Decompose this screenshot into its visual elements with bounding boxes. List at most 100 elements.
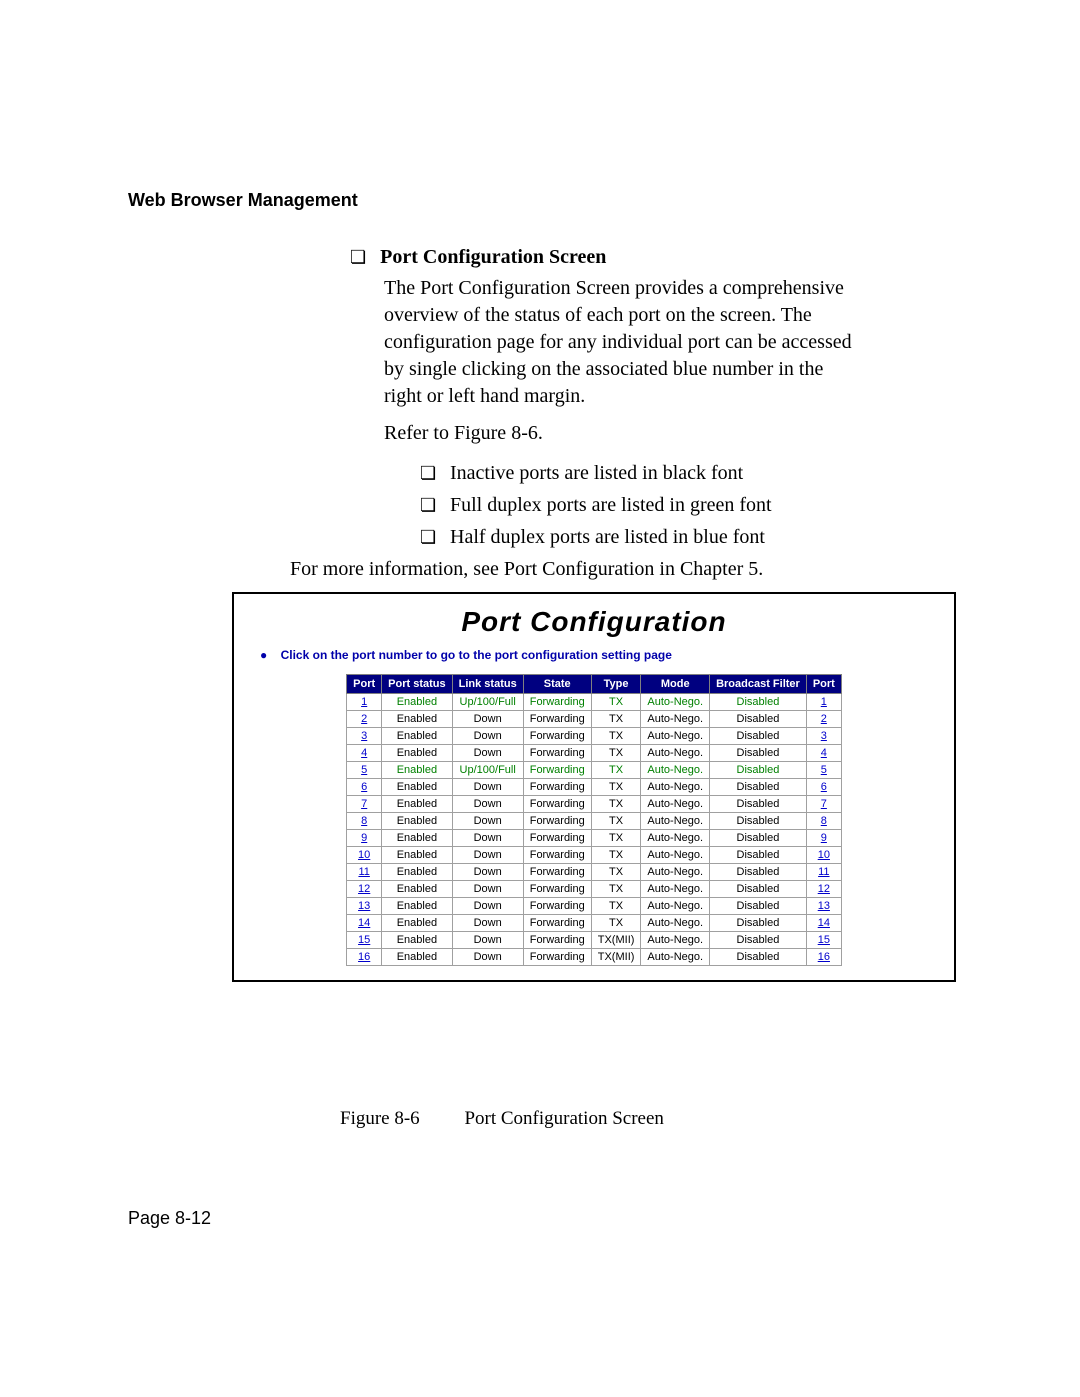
cell-port-status: Enabled [382, 949, 452, 966]
port-link[interactable]: 12 [818, 883, 830, 895]
port-link-cell: 8 [806, 813, 841, 830]
port-link-cell: 7 [806, 796, 841, 813]
port-link-cell: 1 [347, 694, 382, 711]
cell-broadcast-filter: Disabled [710, 915, 807, 932]
port-link-cell: 10 [806, 847, 841, 864]
cell-link-status: Down [452, 932, 523, 949]
cell-link-status: Down [452, 711, 523, 728]
table-row: 9EnabledDownForwardingTXAuto-Nego.Disabl… [347, 830, 842, 847]
port-link-cell: 12 [347, 881, 382, 898]
cell-link-status: Down [452, 728, 523, 745]
section-paragraph: The Port Configuration Screen provides a… [384, 275, 864, 410]
bullet-icon: ❏ [420, 521, 450, 553]
port-link[interactable]: 9 [361, 832, 367, 844]
port-link[interactable]: 15 [358, 934, 370, 946]
port-link-cell: 3 [806, 728, 841, 745]
port-link[interactable]: 6 [361, 781, 367, 793]
port-link-cell: 5 [347, 762, 382, 779]
port-link-cell: 8 [347, 813, 382, 830]
cell-port-status: Enabled [382, 711, 452, 728]
table-row: 11EnabledDownForwardingTXAuto-Nego.Disab… [347, 864, 842, 881]
cell-port-status: Enabled [382, 694, 452, 711]
cell-state: Forwarding [523, 830, 591, 847]
cell-link-status: Down [452, 847, 523, 864]
port-link[interactable]: 3 [361, 730, 367, 742]
figure-label: Figure 8-6 [340, 1108, 420, 1129]
port-link[interactable]: 9 [821, 832, 827, 844]
instruction-label: Click on the port number to go to the po… [281, 648, 672, 662]
table-row: 12EnabledDownForwardingTXAuto-Nego.Disab… [347, 881, 842, 898]
port-link[interactable]: 3 [821, 730, 827, 742]
port-link[interactable]: 1 [821, 696, 827, 708]
port-link[interactable]: 12 [358, 883, 370, 895]
col-port-status: Port status [382, 675, 452, 694]
list-item: Inactive ports are listed in black font [450, 457, 743, 489]
figure-caption: Figure 8-6 Port Configuration Screen [340, 1108, 664, 1130]
cell-state: Forwarding [523, 796, 591, 813]
instruction-text: ● Click on the port number to go to the … [260, 648, 946, 662]
col-port-left: Port [347, 675, 382, 694]
port-link[interactable]: 16 [358, 951, 370, 963]
port-link[interactable]: 4 [821, 747, 827, 759]
cell-broadcast-filter: Disabled [710, 694, 807, 711]
cell-mode: Auto-Nego. [641, 745, 710, 762]
port-link-cell: 12 [806, 881, 841, 898]
cell-type: TX [591, 864, 641, 881]
port-link[interactable]: 13 [358, 900, 370, 912]
cell-type: TX [591, 711, 641, 728]
port-link[interactable]: 5 [821, 764, 827, 776]
port-link[interactable]: 4 [361, 747, 367, 759]
port-link-cell: 3 [347, 728, 382, 745]
port-link-cell: 7 [347, 796, 382, 813]
cell-port-status: Enabled [382, 881, 452, 898]
port-link[interactable]: 6 [821, 781, 827, 793]
port-link-cell: 14 [806, 915, 841, 932]
cell-broadcast-filter: Disabled [710, 796, 807, 813]
port-link-cell: 15 [347, 932, 382, 949]
port-link[interactable]: 16 [818, 951, 830, 963]
table-row: 1EnabledUp/100/FullForwardingTXAuto-Nego… [347, 694, 842, 711]
port-link[interactable]: 11 [818, 866, 829, 878]
cell-type: TX [591, 728, 641, 745]
port-link[interactable]: 7 [361, 798, 367, 810]
cell-broadcast-filter: Disabled [710, 745, 807, 762]
port-link[interactable]: 13 [818, 900, 830, 912]
table-row: 16EnabledDownForwardingTX(MII)Auto-Nego.… [347, 949, 842, 966]
cell-link-status: Down [452, 830, 523, 847]
cell-mode: Auto-Nego. [641, 898, 710, 915]
cell-port-status: Enabled [382, 762, 452, 779]
cell-mode: Auto-Nego. [641, 830, 710, 847]
port-link-cell: 4 [347, 745, 382, 762]
port-link[interactable]: 8 [361, 815, 367, 827]
list-item: Half duplex ports are listed in blue fon… [450, 521, 765, 553]
cell-broadcast-filter: Disabled [710, 813, 807, 830]
table-row: 3EnabledDownForwardingTXAuto-Nego.Disabl… [347, 728, 842, 745]
cell-port-status: Enabled [382, 796, 452, 813]
port-link[interactable]: 11 [358, 866, 369, 878]
port-link-cell: 5 [806, 762, 841, 779]
port-link[interactable]: 2 [361, 713, 367, 725]
port-link-cell: 2 [347, 711, 382, 728]
cell-type: TX [591, 745, 641, 762]
port-link[interactable]: 10 [818, 849, 830, 861]
cell-type: TX [591, 779, 641, 796]
port-link[interactable]: 5 [361, 764, 367, 776]
port-link[interactable]: 8 [821, 815, 827, 827]
port-link[interactable]: 1 [361, 696, 367, 708]
table-row: 5EnabledUp/100/FullForwardingTXAuto-Nego… [347, 762, 842, 779]
col-broadcast: Broadcast Filter [710, 675, 807, 694]
port-link[interactable]: 14 [818, 917, 830, 929]
port-table: Port Port status Link status State Type … [346, 674, 842, 966]
port-link[interactable]: 14 [358, 917, 370, 929]
app-title: Port Configuration [242, 606, 946, 638]
port-link[interactable]: 2 [821, 713, 827, 725]
port-link[interactable]: 10 [358, 849, 370, 861]
port-link[interactable]: 15 [818, 934, 830, 946]
table-row: 14EnabledDownForwardingTXAuto-Nego.Disab… [347, 915, 842, 932]
cell-mode: Auto-Nego. [641, 694, 710, 711]
cell-mode: Auto-Nego. [641, 796, 710, 813]
port-link[interactable]: 7 [821, 798, 827, 810]
cell-port-status: Enabled [382, 813, 452, 830]
cell-link-status: Down [452, 881, 523, 898]
cell-type: TX [591, 847, 641, 864]
